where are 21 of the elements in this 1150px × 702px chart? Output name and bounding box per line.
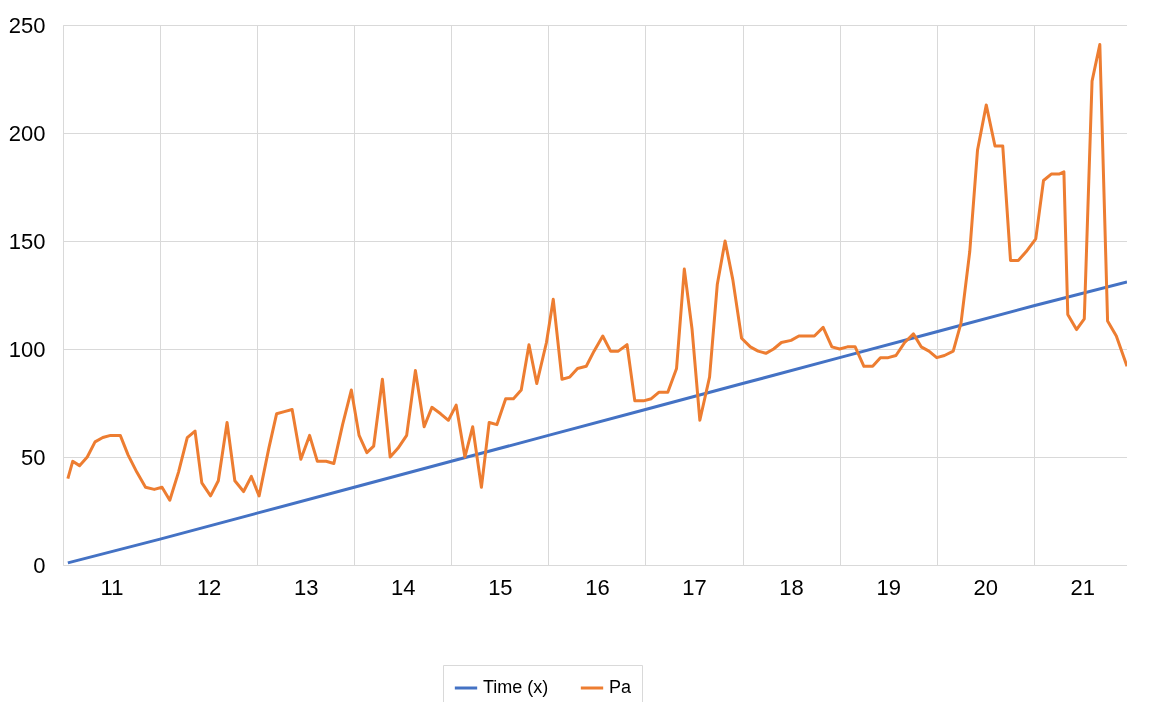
x-tick-label: 11 — [100, 574, 124, 600]
x-tick-label: 17 — [682, 574, 707, 600]
legend-label: Pa — [609, 677, 633, 697]
x-tick-label: 19 — [876, 574, 901, 600]
y-tick-label: 150 — [8, 228, 46, 254]
y-tick-label: 50 — [21, 444, 46, 470]
y-tick-label: 200 — [8, 120, 46, 146]
x-tick-label: 16 — [585, 574, 610, 600]
line-series — [66, 280, 1127, 565]
y-tick-label: 250 — [8, 12, 46, 38]
x-tick-label: 21 — [1070, 574, 1096, 600]
x-tick-label: 18 — [779, 574, 804, 600]
line-series — [66, 42, 1127, 502]
x-tick-label: 12 — [196, 574, 222, 600]
y-tick-label: 0 — [33, 552, 46, 578]
x-tick-label: 14 — [391, 574, 416, 600]
x-tick-label: 15 — [488, 574, 513, 600]
x-tick-label: 13 — [293, 574, 319, 600]
x-tick-label: 20 — [973, 574, 998, 600]
y-tick-label: 100 — [8, 336, 46, 362]
legend-label: Time (x) — [483, 677, 549, 697]
